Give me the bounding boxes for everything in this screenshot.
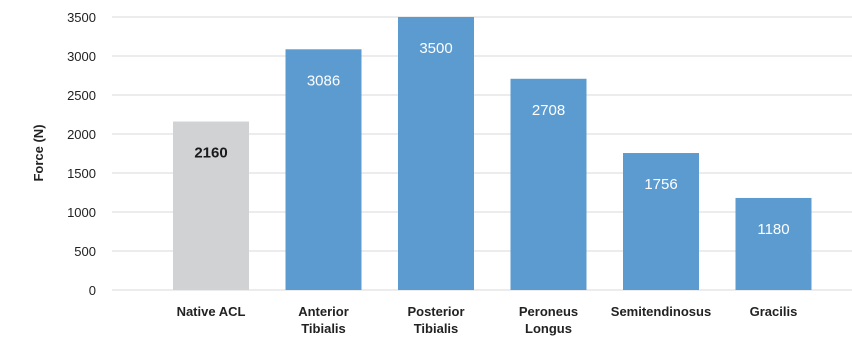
x-category-label: Semitendinosus [611, 304, 711, 319]
bars: 2160 3086 3500 2708 1756 1180 [173, 17, 812, 291]
y-tick-label: 2000 [67, 127, 96, 142]
bar-value-label: 3500 [419, 40, 452, 57]
x-category-label: Tibialis [414, 321, 459, 336]
bar-2 [398, 17, 474, 290]
y-tick-label: 2500 [67, 88, 96, 103]
bar-value-label: 1756 [644, 176, 677, 193]
x-axis-labels: Native ACL Anterior Tibialis Posterior Tibia… [177, 304, 798, 336]
x-category-label: Anterior [298, 304, 349, 319]
x-category-label: Native ACL [177, 304, 246, 319]
bar-0 [173, 121, 249, 291]
y-tick-label: 3500 [67, 10, 96, 25]
x-category-label: Peroneus [519, 304, 578, 319]
bar-1 [285, 49, 362, 291]
bar-value-label: 3086 [307, 72, 340, 89]
bar-4 [623, 153, 699, 290]
bar-5 [735, 197, 812, 290]
y-tick-label: 1500 [67, 166, 96, 181]
y-tick-label: 3000 [67, 49, 96, 64]
bar-3 [510, 78, 587, 290]
x-category-label: Posterior [407, 304, 464, 319]
y-tick-label: 0 [89, 283, 96, 298]
bar-value-label: 2708 [532, 102, 565, 119]
x-category-label: Gracilis [750, 304, 798, 319]
x-category-label: Longus [525, 321, 572, 336]
y-axis-ticks: 0 500 1000 1500 2000 2500 3000 3500 [67, 10, 96, 298]
bar-value-label: 1180 [757, 221, 789, 238]
y-tick-label: 500 [74, 244, 96, 259]
y-axis-title: Force (N) [31, 124, 46, 181]
y-tick-label: 1000 [67, 205, 96, 220]
x-category-label: Tibialis [301, 321, 346, 336]
bar-value-label: 2160 [194, 145, 227, 162]
